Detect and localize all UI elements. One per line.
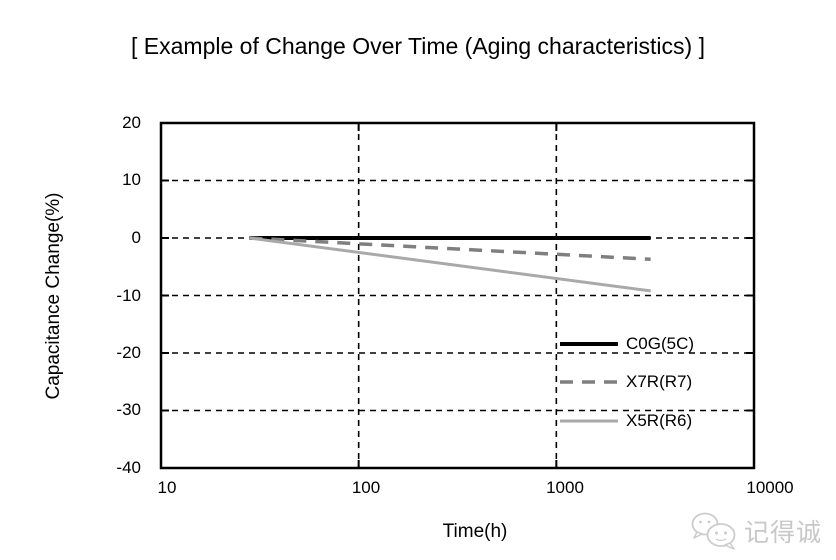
x-tick-label: 100: [351, 478, 381, 497]
y-tick-label: -30: [116, 400, 141, 419]
y-tick-label: 20: [122, 113, 141, 132]
legend-label-x5r: X5R(R6): [626, 411, 693, 430]
x-tick-label: 10000: [746, 478, 794, 497]
watermark: 记得诚: [690, 508, 836, 554]
x-axis-label: Time(h): [442, 521, 508, 542]
x-tick-label: 10: [157, 478, 177, 497]
chart-title: [ Example of Change Over Time (Aging cha…: [131, 33, 705, 59]
y-axis-label: Capacitance Change(%): [43, 192, 64, 400]
legend-label-c0g: C0G(5C): [626, 334, 695, 353]
y-tick-label: 0: [131, 228, 141, 247]
y-tick-label: -10: [116, 286, 141, 305]
y-tick-label: -20: [116, 343, 141, 362]
x-tick-label: 1000: [546, 478, 584, 497]
y-tick-label: 10: [122, 170, 141, 189]
watermark-text: 记得诚: [744, 519, 823, 547]
y-tick-label: -40: [116, 458, 141, 477]
wechat-chat-bubbles-icon: [691, 512, 736, 550]
legend-label-x7r: X7R(R7): [626, 372, 693, 391]
